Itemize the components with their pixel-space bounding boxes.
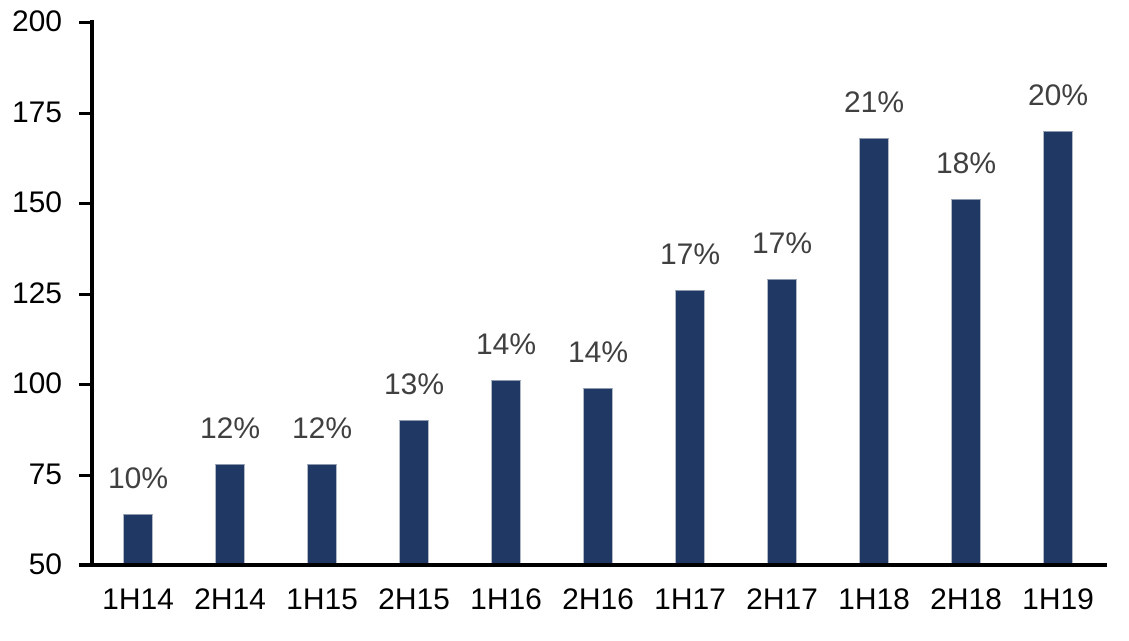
bar-value-label: 17% — [659, 237, 721, 271]
x-axis-tick-label: 1H19 — [1022, 583, 1094, 616]
y-axis-tick-label: 50 — [28, 548, 62, 581]
x-axis-tick-label: 2H15 — [378, 583, 450, 616]
bar-value-label: 17% — [751, 227, 813, 261]
x-axis-line — [79, 563, 1107, 567]
bar-value-label: 12% — [291, 411, 353, 445]
bar-value-label: 20% — [1027, 78, 1089, 112]
bar — [307, 463, 337, 563]
bar-value-label: 14% — [475, 328, 537, 362]
y-axis-tick-label: 150 — [11, 186, 62, 219]
x-axis-tick-label: 2H17 — [746, 583, 818, 616]
bar — [675, 289, 705, 563]
y-axis-tick-label: 100 — [11, 367, 62, 400]
x-axis-tick-label: 1H15 — [286, 583, 358, 616]
bar — [215, 463, 245, 563]
y-axis-tick-label: 125 — [11, 276, 62, 310]
y-axis-tick-mark — [79, 383, 93, 386]
bar — [123, 514, 153, 563]
bar — [859, 137, 889, 563]
y-axis-tick-mark — [79, 292, 93, 296]
bar-value-label: 12% — [199, 411, 261, 445]
bar — [583, 387, 613, 563]
bar-value-label: 18% — [935, 147, 997, 181]
bar — [491, 380, 521, 563]
bar — [951, 199, 981, 563]
bar — [767, 279, 797, 563]
y-axis-tick-mark — [79, 564, 93, 567]
bar-value-label: 14% — [567, 335, 629, 369]
y-axis-tick-label: 200 — [11, 5, 62, 38]
x-axis-tick-label: 2H18 — [930, 583, 1002, 616]
x-axis-tick-label: 1H14 — [102, 583, 174, 616]
x-axis-tick-label: 2H16 — [562, 583, 634, 616]
bar — [1043, 130, 1073, 563]
y-axis-tick-mark — [79, 111, 93, 115]
x-axis-tick-label: 1H18 — [838, 583, 910, 616]
bar-value-label: 13% — [383, 368, 445, 402]
bar — [399, 420, 429, 563]
bar-value-label: 21% — [843, 85, 905, 119]
y-axis-tick-mark — [79, 473, 93, 477]
x-axis-tick-label: 2H14 — [194, 583, 266, 616]
y-axis-tick-mark — [79, 21, 93, 24]
x-axis-tick-label: 1H16 — [470, 583, 542, 616]
bar-value-label: 10% — [107, 462, 169, 496]
y-axis-tick-label: 175 — [11, 95, 62, 129]
y-axis-tick-mark — [79, 202, 93, 205]
x-axis-tick-label: 1H17 — [654, 583, 726, 616]
y-axis-tick-label: 75 — [28, 457, 62, 491]
